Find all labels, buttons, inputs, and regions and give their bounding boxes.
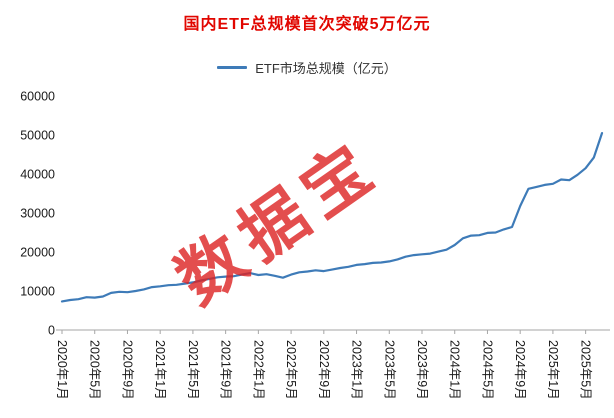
- x-tick-label: 2024年5月: [480, 340, 494, 400]
- chart-title: 国内ETF总规模首次突破5万亿元: [183, 16, 431, 33]
- y-tick-label: 40000: [20, 168, 55, 182]
- x-tick-label: 2025年5月: [579, 340, 593, 400]
- y-tick-label: 0: [48, 324, 55, 338]
- x-tick-label: 2022年9月: [317, 340, 331, 400]
- x-tick-label: 2021年1月: [153, 340, 167, 400]
- line-chart-svg: 0 10000 20000 30000 40000 50000 60000 2020年1月 20…: [20, 90, 610, 400]
- y-tick-label: 30000: [20, 207, 55, 221]
- x-tick-label: 2022年5月: [284, 340, 298, 400]
- x-tick-label: 2023年9月: [415, 340, 429, 400]
- x-tick-label: 2021年9月: [219, 340, 233, 400]
- legend-label: ETF市场总规模（亿元）: [255, 61, 397, 76]
- x-tick-label: 2021年5月: [186, 340, 200, 400]
- x-tick-label: 2025年1月: [546, 340, 560, 400]
- x-tick-label: 2020年1月: [55, 340, 69, 400]
- y-tick-label: 50000: [20, 129, 55, 143]
- x-tick-label: 2020年5月: [88, 340, 102, 400]
- x-tick-label: 2024年9月: [513, 340, 527, 400]
- y-tick-label: 20000: [20, 246, 55, 260]
- x-tick-label: 2023年5月: [382, 340, 396, 400]
- y-tick-label: 10000: [20, 285, 55, 299]
- legend: ETF市场总规模（亿元）: [0, 58, 614, 77]
- x-tick-label: 2023年1月: [350, 340, 364, 400]
- legend-line-swatch: [217, 66, 248, 69]
- y-tick-label: 60000: [20, 90, 55, 104]
- etf-series-line: [60, 131, 604, 303]
- x-tick-label: 2022年1月: [251, 340, 265, 400]
- x-tick-label: 2024年1月: [448, 340, 462, 400]
- x-tick-label: 2020年9月: [120, 340, 134, 400]
